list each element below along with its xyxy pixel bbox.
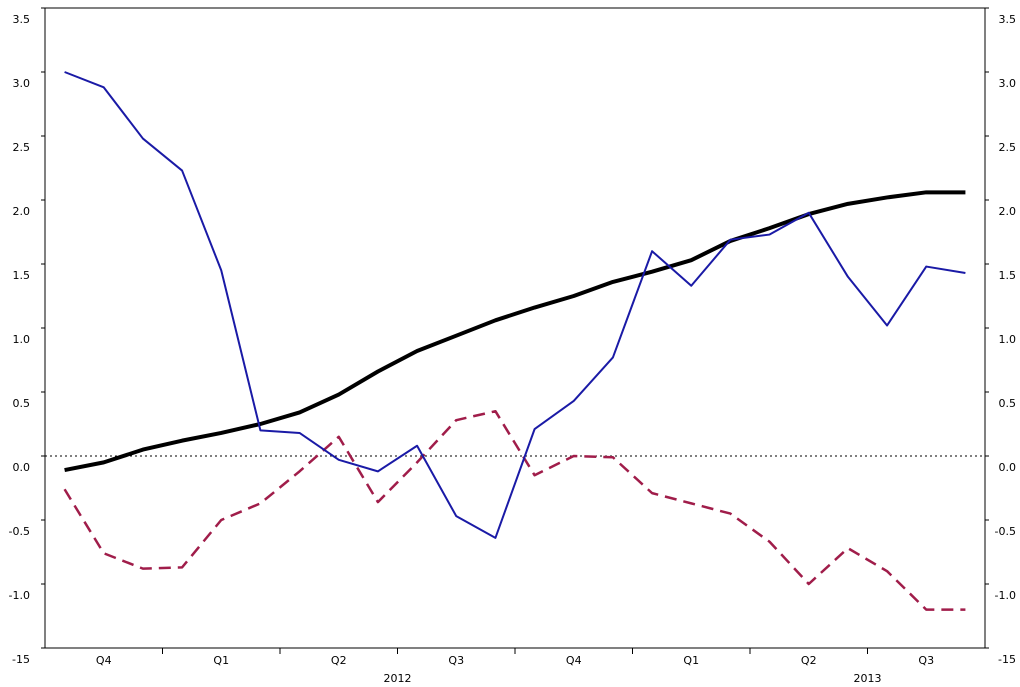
y2-tick-label: 2.5 [999,141,1017,154]
y-tick-label: 0.0 [13,461,31,474]
y-tick-label: 3.0 [13,77,31,90]
line-series [64,71,966,539]
x-tick-label: Q4 [566,654,582,667]
x-tick-label: Q4 [96,654,112,667]
year-label: 2012 [384,672,412,685]
y2-tick-label: 0.5 [999,397,1017,410]
y2-tick-label: 1.0 [999,333,1017,346]
x-tick-label: Q1 [683,654,699,667]
y2-tick-label: -15 [998,653,1016,666]
year-label: 2013 [854,672,882,685]
line-series [63,409,966,611]
y-tick-label: 3.5 [13,13,31,26]
y2-tick-label: 3.0 [999,77,1017,90]
x-tick-label: Q1 [213,654,229,667]
y-tick-label: 2.5 [13,141,31,154]
y-tick-label: 1.5 [13,269,31,282]
y-tick-label: -1.0 [9,589,30,602]
x-tick-label: Q3 [448,654,464,667]
y2-tick-label: 1.5 [999,269,1017,282]
x-tick-label: Q3 [918,654,934,667]
x-tick-label: Q2 [801,654,817,667]
y2-tick-label: -1.0 [995,589,1016,602]
y-tick-label: 0.5 [13,397,31,410]
y-tick-label: 2.0 [13,205,31,218]
y-tick-label: 1.0 [13,333,31,346]
y2-tick-label: 0.0 [999,461,1017,474]
plot-frame [44,7,986,649]
y2-tick-label: 2.0 [999,205,1017,218]
line-series [64,190,966,473]
y-tick-label: -15 [12,653,30,666]
y-tick-label: -0.5 [9,525,30,538]
y2-tick-label: 3.5 [999,13,1017,26]
y2-tick-label: -0.5 [995,525,1016,538]
x-tick-label: Q2 [331,654,347,667]
